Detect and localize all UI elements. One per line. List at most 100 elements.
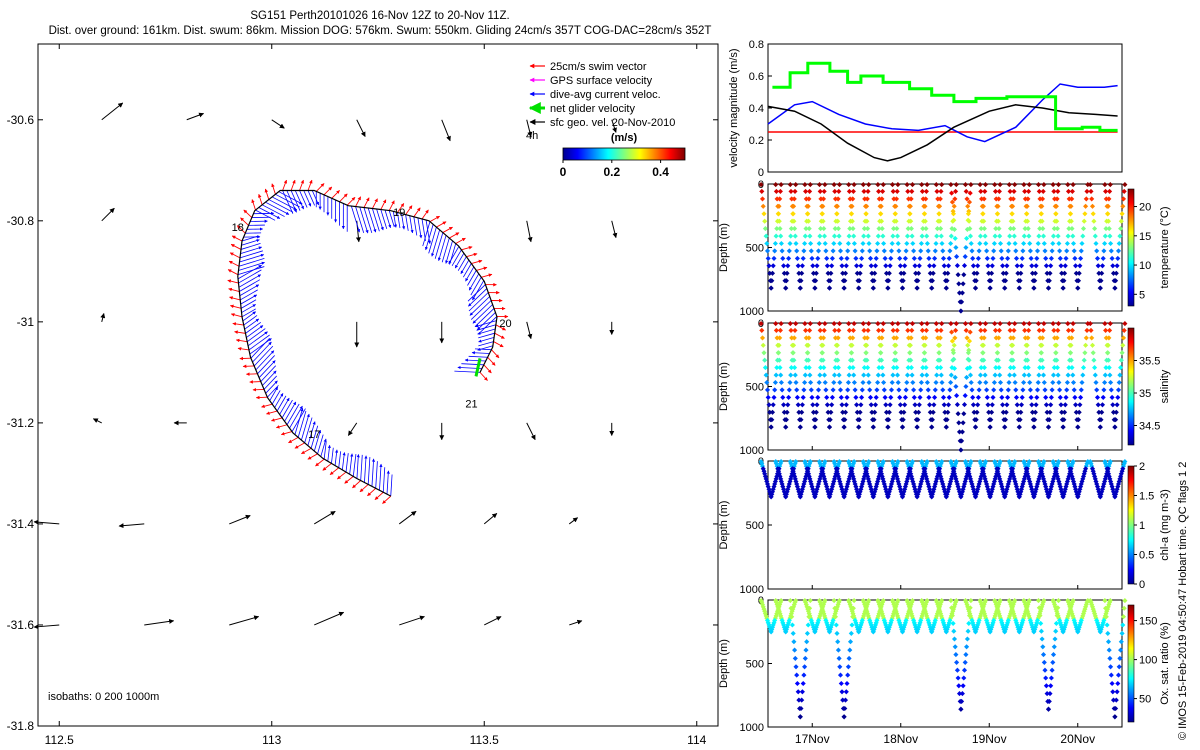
- data-point: [1075, 285, 1081, 291]
- data-point: [765, 255, 771, 261]
- data-point: [862, 196, 868, 202]
- data-point: [914, 424, 920, 430]
- data-point: [997, 240, 1004, 247]
- data-point: [851, 372, 857, 378]
- data-point: [812, 285, 818, 291]
- data-point: [808, 387, 814, 393]
- data-point: [933, 379, 939, 386]
- data-point: [963, 244, 969, 251]
- data-point: [1092, 365, 1098, 371]
- data-point: [814, 263, 820, 269]
- data-point: [881, 379, 887, 386]
- data-point: [868, 263, 874, 269]
- swim-vector: [227, 269, 239, 276]
- data-point: [1047, 270, 1053, 276]
- data-point: [892, 350, 898, 356]
- swim-vector: [429, 215, 440, 223]
- current-vector: [239, 284, 260, 297]
- data-point: [825, 270, 831, 276]
- data-point: [859, 248, 865, 254]
- data-point: [802, 379, 808, 386]
- data-point: [951, 342, 957, 348]
- data-point: [921, 203, 927, 209]
- colorbar-tick-label: 50: [1139, 694, 1151, 706]
- current-vector: [323, 442, 327, 460]
- data-point: [876, 327, 882, 333]
- data-point: [1023, 203, 1029, 209]
- data-point: [790, 630, 796, 636]
- data-point: [1028, 255, 1034, 261]
- data-point: [962, 393, 968, 399]
- data-point: [1121, 605, 1127, 611]
- y-tick-label: 500: [746, 659, 764, 671]
- data-point: [1069, 188, 1075, 194]
- data-point: [933, 240, 939, 247]
- data-point: [794, 394, 800, 400]
- data-point: [916, 409, 922, 415]
- data-point: [1039, 218, 1045, 224]
- data-point: [954, 402, 960, 408]
- data-point: [1078, 248, 1084, 254]
- data-point: [934, 327, 940, 333]
- current-vector: [237, 264, 262, 280]
- geo-vector: [92, 418, 102, 424]
- data-point: [958, 447, 964, 453]
- swim-vector: [307, 453, 318, 460]
- data-point: [808, 379, 814, 386]
- data-point: [861, 327, 867, 333]
- data-point: [1077, 402, 1083, 408]
- data-point: [953, 244, 959, 251]
- data-point: [1064, 248, 1070, 254]
- data-point: [1048, 402, 1054, 408]
- data-point: [1068, 218, 1074, 224]
- data-point: [1010, 357, 1016, 363]
- data-point: [831, 233, 838, 239]
- data-point: [774, 196, 780, 202]
- data-point: [1072, 394, 1078, 400]
- data-point: [867, 394, 874, 400]
- data-point: [791, 639, 797, 645]
- swim-vector: [228, 260, 240, 267]
- data-point: [933, 321, 939, 327]
- data-point: [1051, 644, 1057, 650]
- data-point: [1034, 248, 1041, 254]
- data-point: [761, 350, 767, 356]
- data-point: [961, 272, 967, 278]
- colorbar-tick-label: 1: [1139, 520, 1145, 532]
- data-point: [1065, 372, 1071, 378]
- current-vector: [265, 380, 278, 394]
- data-point: [769, 270, 776, 276]
- colorbar-tick-label: 10: [1139, 260, 1151, 272]
- data-point: [904, 372, 911, 378]
- data-point: [849, 211, 855, 217]
- data-point: [1082, 211, 1088, 217]
- data-point: [787, 182, 793, 188]
- data-point: [1119, 630, 1125, 636]
- swim-vector: [344, 476, 354, 484]
- data-point: [1083, 196, 1089, 202]
- geo-vector: [314, 611, 345, 626]
- data-point: [1026, 372, 1032, 378]
- current-vector: [286, 190, 297, 213]
- colorbar-tick-label: 2: [1139, 461, 1145, 473]
- data-point: [969, 248, 975, 254]
- data-point: [889, 379, 895, 386]
- data-point: [1038, 350, 1044, 356]
- data-point: [1102, 321, 1108, 327]
- data-point: [1080, 233, 1086, 239]
- colorbar-tick-label: 100: [1139, 655, 1157, 667]
- data-point: [982, 321, 989, 327]
- data-point: [968, 240, 974, 247]
- swim-vector: [282, 179, 288, 191]
- data-point: [778, 372, 784, 378]
- y-tick-label: 0.2: [749, 135, 764, 147]
- data-point: [1037, 196, 1043, 202]
- data-point: [955, 272, 961, 278]
- data-point: [1076, 270, 1082, 276]
- data-point: [886, 409, 892, 415]
- data-point: [1050, 321, 1056, 327]
- data-point: [1007, 188, 1013, 194]
- data-point: [778, 233, 784, 239]
